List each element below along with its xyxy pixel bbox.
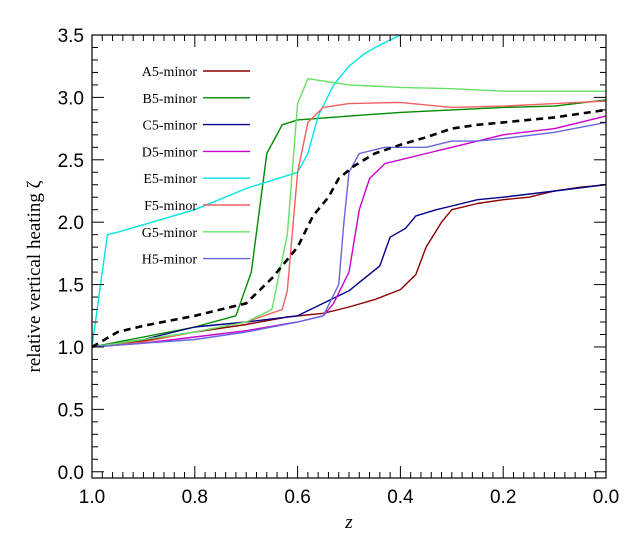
series-line-e5-minor <box>91 34 401 348</box>
legend-label-f5-minor: F5-minor <box>144 199 197 214</box>
y-tick-label: 2.5 <box>58 151 84 172</box>
x-tick-label: 0.6 <box>284 487 310 508</box>
legend-label-g5-minor: G5-minor <box>142 226 198 241</box>
x-tick-label: 0.4 <box>387 487 414 508</box>
series-line-dashed-mean <box>91 108 607 349</box>
series-line-a5-minor <box>91 184 607 348</box>
series-line-f5-minor <box>91 100 607 348</box>
series-line-g5-minor <box>91 78 606 348</box>
legend-label-b5-minor: B5-minor <box>143 92 198 107</box>
y-tick-label: 0.0 <box>58 463 84 484</box>
y-tick-label: 3.5 <box>58 26 84 47</box>
y-tick-label: 0.5 <box>58 400 84 421</box>
legend-label-h5-minor: H5-minor <box>142 253 198 268</box>
x-tick-label: 1.0 <box>79 487 105 508</box>
legend-label-e5-minor: E5-minor <box>143 172 197 187</box>
x-tick-label: 0.2 <box>490 487 516 508</box>
legend: A5-minor B5-minor C5-minor D5-minor E5-minor… <box>142 65 250 268</box>
series-line-b5-minor <box>91 99 607 348</box>
y-axis-title: relative vertical heating ζ <box>24 180 45 372</box>
legend-label-c5-minor: C5-minor <box>143 119 198 134</box>
series-line-c5-minor <box>91 184 607 348</box>
x-tick-label: 0.0 <box>593 487 619 508</box>
axes-layer: 1.0 0.8 0.6 0.4 0.2 0.0 0.0 0.5 1.0 1.5 2.0 2.5 3.0 3… <box>58 26 620 508</box>
y-tick-label: 1.5 <box>58 276 84 297</box>
y-tick-label: 2.0 <box>58 213 84 234</box>
x-tick-label: 0.8 <box>182 487 208 508</box>
legend-label-a5-minor: A5-minor <box>142 65 198 80</box>
series-layer <box>91 34 607 349</box>
y-tick-label: 1.0 <box>58 338 84 359</box>
x-axis-title: z <box>344 512 353 533</box>
y-tick-label: 3.0 <box>58 88 84 109</box>
legend-label-d5-minor: D5-minor <box>142 145 198 160</box>
series-line-h5-minor <box>91 121 607 348</box>
